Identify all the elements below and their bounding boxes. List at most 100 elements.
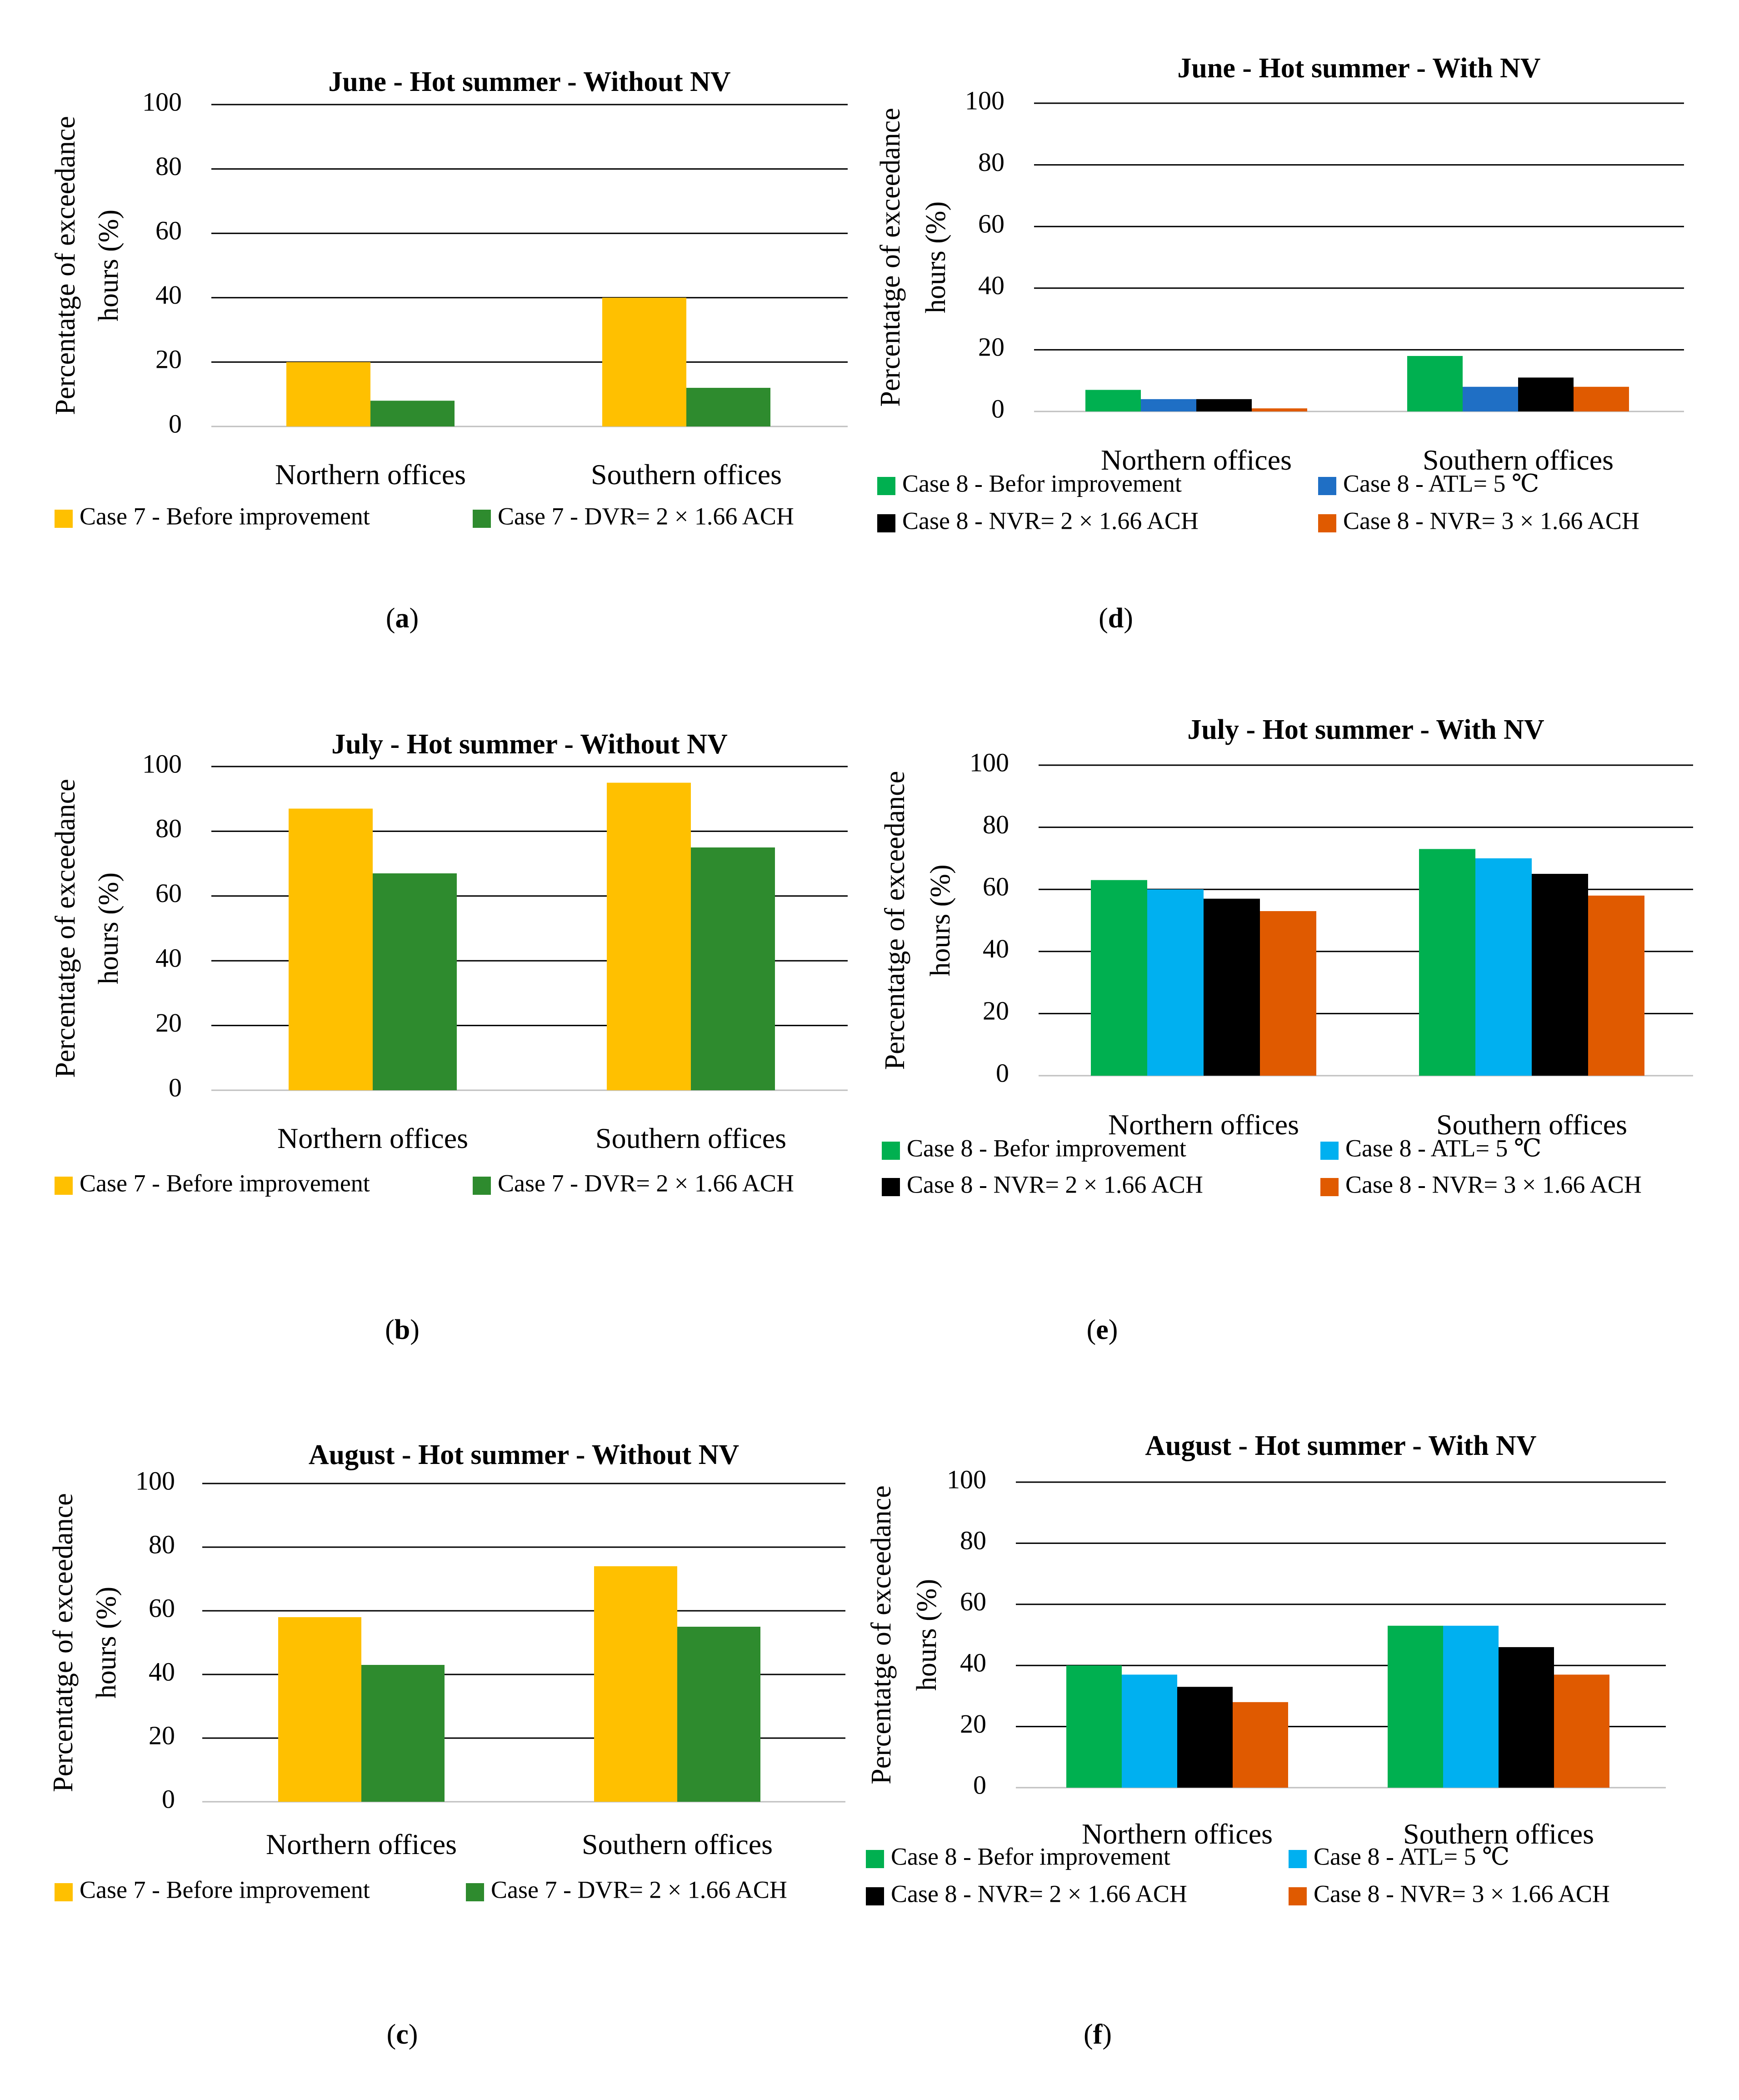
y-tick-label: 0 [996, 1058, 1009, 1088]
y-tick-label: 0 [169, 1073, 182, 1102]
bar [677, 1627, 760, 1802]
y-tick-label: 80 [978, 147, 1004, 177]
legend-swatch [882, 1142, 900, 1160]
y-tick-label: 40 [960, 1648, 986, 1678]
y-axis-label: hours (%) [911, 1579, 942, 1691]
y-axis-label: Percentatge of exceedance [866, 1485, 897, 1784]
y-tick-label: 100 [947, 1464, 986, 1494]
bar [1407, 356, 1463, 411]
chart-panel-f: 0 20 40 60 80 100 August - Hot summer - With N… [866, 1430, 1666, 2050]
bar [1443, 1625, 1499, 1788]
legend-label: Case 8 - NVR= 2 × 1.66 ACH [907, 1171, 1203, 1198]
caption-letter: b [395, 1314, 410, 1345]
bar [1196, 399, 1252, 411]
chart-title: August - Hot summer - With NV [1145, 1430, 1536, 1461]
category-label: Southern offices [582, 1828, 773, 1860]
y-tick-label: 60 [983, 872, 1009, 902]
y-axis-label: Percentatge of exceedance [875, 108, 906, 406]
y-axis-label: hours (%) [93, 872, 124, 984]
y-tick-label: 60 [149, 1593, 175, 1623]
bar [1204, 898, 1260, 1076]
bar [686, 388, 770, 426]
category-label: Northern offices [266, 1828, 457, 1860]
chart-panel-b: 0 20 40 60 80 100 July - Hot summer - Without … [50, 729, 848, 1345]
legend-swatch [55, 1177, 73, 1195]
legend-label: Case 7 - Before improvement [80, 502, 370, 530]
caption-close: ) [410, 603, 419, 634]
y-tick-label: 80 [155, 814, 182, 843]
legend-label: Case 8 - Befor improvement [902, 470, 1182, 497]
legend-swatch [1320, 1178, 1339, 1196]
chart-title: June - Hot summer - With NV [1177, 53, 1540, 84]
y-tick-label: 40 [983, 934, 1009, 963]
bar [1499, 1647, 1554, 1788]
y-axis-label: Percentatge of exceedance [50, 116, 81, 415]
caption-open: ( [387, 2019, 396, 2050]
bar [1260, 911, 1316, 1076]
bar [1091, 880, 1147, 1076]
bar [361, 1665, 445, 1802]
category-label: Northern offices [1108, 1108, 1299, 1141]
legend-swatch [866, 1887, 884, 1905]
y-axis-label: Percentatge of exceedance [48, 1493, 79, 1792]
category-label: Southern offices [595, 1122, 786, 1154]
chart-title: June - Hot summer - Without NV [328, 66, 730, 97]
bar [1532, 874, 1588, 1076]
caption-open: ( [1099, 603, 1108, 634]
y-tick-label: 100 [965, 85, 1004, 115]
chart-panel-e: 0 20 40 60 80 100 July - Hot summer - With NV P… [879, 714, 1693, 1345]
category-label: Northern offices [275, 458, 466, 491]
bar [1574, 386, 1629, 411]
y-tick-label: 40 [155, 280, 182, 310]
caption-close: ) [1124, 603, 1133, 634]
y-axis-label: hours (%) [920, 201, 951, 313]
y-tick-label: 80 [149, 1529, 175, 1559]
legend-swatch [55, 510, 73, 528]
legend-label: Case 7 - DVR= 2 × 1.66 ACH [491, 1876, 787, 1903]
bar [1177, 1687, 1233, 1788]
chart-panel-d: 0 20 40 60 80 100 June - Hot summer - With NV P… [875, 53, 1684, 634]
caption-letter: d [1108, 603, 1124, 634]
y-axis-label: hours (%) [925, 864, 956, 976]
y-tick-label: 60 [978, 209, 1004, 239]
caption-close: ) [410, 1314, 420, 1345]
legend-swatch [1320, 1142, 1339, 1160]
legend-swatch [877, 477, 895, 495]
y-tick-label: 60 [960, 1587, 986, 1616]
y-tick-label: 40 [149, 1657, 175, 1686]
chart-panel-a: 0 20 40 60 80 100 June - Hot summer - Without … [50, 66, 848, 634]
legend-label: Case 7 - Before improvement [80, 1169, 370, 1197]
y-tick-label: 20 [978, 332, 1004, 362]
caption-letter: c [396, 2019, 409, 2050]
bar [1141, 399, 1196, 411]
chart-title: July - Hot summer - With NV [1187, 714, 1544, 745]
bar [1122, 1674, 1177, 1788]
caption-open: ( [386, 603, 395, 634]
legend-swatch [473, 1177, 491, 1195]
legend-label: Case 7 - Before improvement [80, 1876, 370, 1903]
y-axis-label: Percentatge of exceedance [879, 771, 910, 1070]
y-tick-label: 20 [155, 1008, 182, 1037]
category-label: Northern offices [277, 1122, 468, 1154]
panel-caption: (f) [1084, 2019, 1112, 2050]
caption-open: ( [1084, 2019, 1093, 2050]
legend-label: Case 8 - NVR= 3 × 1.66 ACH [1314, 1880, 1610, 1907]
caption-close: ) [409, 2019, 418, 2050]
y-tick-label: 40 [978, 271, 1004, 300]
bar [594, 1566, 677, 1802]
category-label: Northern offices [1082, 1818, 1273, 1850]
y-tick-label: 60 [155, 878, 182, 908]
bar [1388, 1625, 1443, 1788]
legend-swatch [473, 510, 491, 528]
y-axis-label: Percentatge of exceedance [50, 779, 81, 1078]
legend-label: Case 8 - NVR= 2 × 1.66 ACH [902, 507, 1199, 534]
caption-letter: e [1096, 1314, 1109, 1345]
y-tick-label: 100 [135, 1466, 175, 1495]
panel-caption: (a) [386, 603, 419, 634]
y-tick-label: 20 [983, 996, 1009, 1026]
y-axis-label: hours (%) [93, 210, 124, 321]
legend-swatch [866, 1850, 884, 1868]
bar [1554, 1674, 1609, 1788]
legend-swatch [877, 514, 895, 532]
